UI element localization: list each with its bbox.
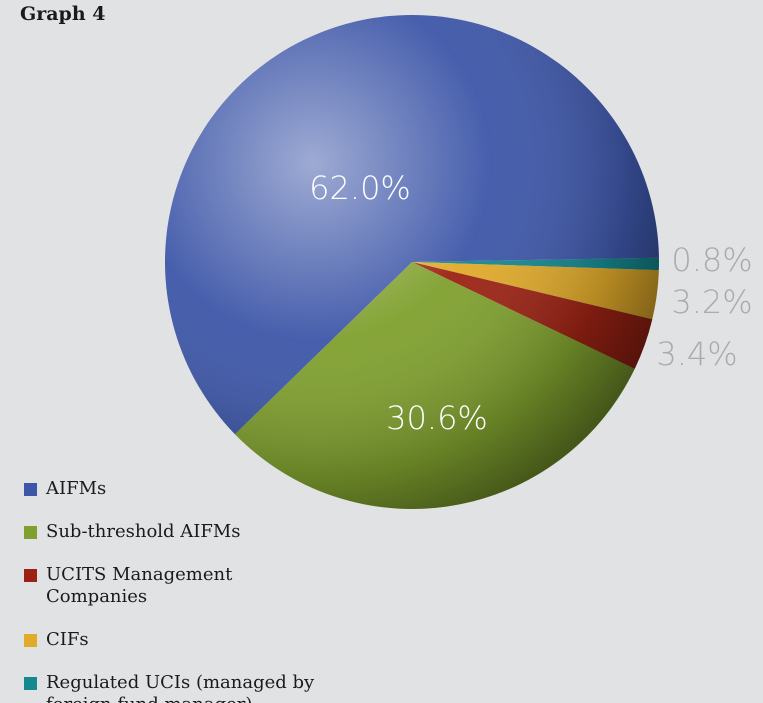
value-label: 3.4% (656, 335, 737, 373)
legend-swatch (24, 569, 37, 582)
legend-item: UCITS Management Companies (24, 564, 316, 608)
legend-swatch (24, 634, 37, 647)
legend-label: Sub-threshold AIFMs (46, 521, 241, 542)
legend-swatch (24, 677, 37, 690)
legend-swatch (24, 483, 37, 496)
legend-label: Regulated UCIs (managed by foreign fund … (46, 672, 315, 703)
legend-item: AIFMs (24, 478, 316, 500)
legend-item: Sub-threshold AIFMs (24, 521, 316, 543)
legend-label: UCITS Management Companies (46, 564, 233, 607)
legend-label: AIFMs (46, 478, 107, 499)
value-label: 62.0% (309, 169, 411, 207)
legend-swatch (24, 526, 37, 539)
legend-label: CIFs (46, 629, 89, 650)
legend-item: Regulated UCIs (managed by foreign fund … (24, 672, 316, 703)
legend-item: CIFs (24, 629, 316, 651)
value-label: 0.8% (671, 241, 752, 279)
value-label: 30.6% (386, 399, 488, 437)
legend: AIFMs Sub-threshold AIFMs UCITS Management… (24, 478, 316, 703)
value-label: 3.2% (671, 283, 752, 321)
chart-title: Graph 4 (20, 3, 105, 25)
